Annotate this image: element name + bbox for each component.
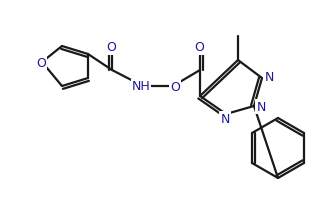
Text: NH: NH: [132, 79, 150, 93]
Text: O: O: [36, 57, 46, 69]
Text: N: N: [220, 113, 230, 125]
Text: O: O: [170, 81, 180, 93]
Text: O: O: [106, 40, 116, 54]
Text: O: O: [194, 40, 204, 54]
Text: N: N: [264, 71, 274, 83]
Text: N: N: [256, 101, 266, 113]
